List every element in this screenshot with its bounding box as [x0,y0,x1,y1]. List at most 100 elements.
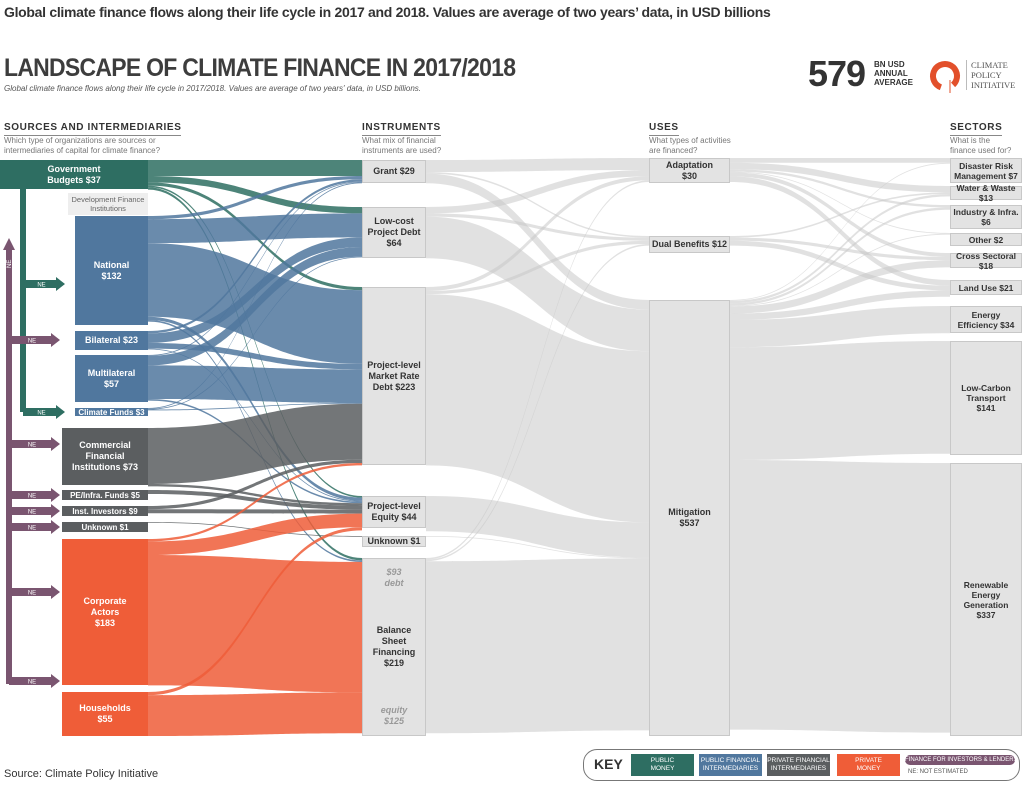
legend-public-intermediaries: PUBLIC FINANCIAL INTERMEDIARIES [699,754,762,776]
column-question: What types of activities are financed? [649,136,731,155]
flow-cf-grant [148,182,362,409]
flow-mul-lcd [148,247,362,366]
arrow-head-icon [51,333,60,347]
sources-node-mul: Multilateral $57 [75,355,148,402]
ne-label: NE [37,283,45,289]
flow-hh-eq [148,527,362,696]
legend-private-money: PRIVATE MONEY [837,754,900,776]
sectors-node-reg: Renewable Energy Generation $337 [950,463,1022,736]
cpi-logo-icon [930,61,960,93]
ne-label: NE [28,510,36,516]
flow-nat-lcd [148,213,362,244]
flow-mrd-ada [426,176,649,291]
flow-mit-ww [730,194,950,304]
flow-cf-lcd [148,256,362,410]
column-question: What mix of financial instruments are us… [362,136,442,155]
flow-mit-lu [730,290,950,320]
flow-mit-drm [730,162,950,301]
sources-node-corp: Corporate Actors $183 [62,539,148,685]
sources-node-inv: Inst. Investors $9 [62,506,148,516]
arrow-head-icon [56,277,65,291]
total-unit: BN USD ANNUAL AVERAGE [874,60,913,87]
uses-node-dual: Dual Benefits $12 [649,236,730,253]
flow-bil-grant [148,179,362,334]
column-title: USES [649,122,679,136]
flow-mit-cs [730,260,950,314]
column-title: INSTRUMENTS [362,122,441,136]
flow-com-mrd [148,403,362,484]
flow-mul-grant [148,181,362,356]
flow-bsf-mit [426,558,649,734]
flow-gov-lcd [148,176,362,214]
sources-node-unk: Unknown $1 [62,522,148,532]
flow-nat-grant [148,176,362,220]
flow-iunk-mit [426,536,649,559]
flow-gov-eq [148,185,362,498]
flow-grant-mit [426,173,649,310]
caption: Global climate finance flows along their… [4,4,771,20]
arrow-up-icon [3,238,15,250]
flow-mit-reg [730,460,950,733]
flow-inv-mrd [148,459,362,510]
total-value: 579 [808,53,866,94]
subtitle: Global climate finance flows along their… [4,84,422,93]
instruments-node-iunk: Unknown $1 [362,536,426,547]
flow-mrd-mit [426,294,649,523]
sources-node-com: Commercial Financial Institutions $73 [62,428,148,485]
flow-corp-eq [148,513,362,555]
arrow-head-icon [51,488,60,502]
arrow-head-icon [51,520,60,534]
instruments-node-bsf: $93 debt Balance Sheet Financing $219 equi… [362,558,426,736]
sectors-node-drm: Disaster Risk Management $7 [950,158,1022,183]
flow-ada-ind [730,169,950,208]
sectors-node-ee: Energy Efficiency $34 [950,306,1022,333]
instruments-node-grant: Grant $29 [362,160,426,183]
sectors-node-cs: Cross Sectoral $18 [950,251,1022,271]
ne-label: NE [28,339,36,345]
flow-nat-eq [148,316,362,501]
column-title: SOURCES AND INTERMEDIARIES [4,122,182,136]
logo-text: CLIMATE POLICY INITIATIVE [966,60,1015,90]
flow-com-eq [148,484,362,506]
flow-gov-grant [148,160,362,176]
column-title: SECTORS [950,122,1003,136]
flow-eq-mit [426,496,649,558]
arrow-head-icon [51,437,60,451]
source-note: Source: Climate Policy Initiative [4,768,159,780]
legend-investors: FINANCE FOR INVESTORS & LENDERS [905,755,1018,765]
flow-mit-ee [730,306,950,348]
sectors-node-ww: Water & Waste $13 [950,183,1022,203]
instruments-node-mrd: Project-level Market Rate Debt $223 [362,287,426,465]
flow-inv-eq [148,509,362,514]
instruments-node-lcd: Low-cost Project Debt $64 [362,207,426,258]
flow-ada-drm [730,158,950,163]
column-instruments: INSTRUMENTS What mix of financial instru… [362,117,441,155]
flow-pe-eq [148,490,362,510]
sectors-node-ind: Industry & Infra. $6 [950,205,1022,229]
flow-mrd-dual [426,240,649,295]
uses-node-mit: Mitigation $537 [649,300,730,736]
flow-hh-bsf [148,692,362,736]
flow-dual-ww [730,192,950,238]
column-question: What is the finance used for? [950,136,1012,155]
sources-node-nat: National $132 [75,216,148,325]
page-title: LANDSCAPE OF CLIMATE FINANCE IN 2017/201… [4,54,516,82]
sources-node-pe: PE/Infra. Funds $5 [62,490,148,500]
arrow-head-icon [51,585,60,599]
uses-node-ada: Adaptation $30 [649,158,730,183]
flow-bil-lcd [148,237,362,343]
ne-label: NE [28,494,36,500]
legend-ne: NE: NOT ESTIMATED [908,769,968,775]
sectors-node-lct: Low-Carbon Transport $141 [950,341,1022,455]
bsf-equity-label: equity $125 [380,705,408,726]
bsf-debt-label: $93 debt [384,567,404,588]
flow-grant-dual [426,172,649,238]
legend-public-money: PUBLIC MONEY [631,754,694,776]
sectors-node-lu: Land Use $21 [950,280,1022,295]
flow-mit-oth [730,233,950,307]
ne-label: NE [37,411,45,417]
sources-node-gov: Government Budgets $37 [0,160,148,189]
flow-cf-mrd [148,403,362,411]
